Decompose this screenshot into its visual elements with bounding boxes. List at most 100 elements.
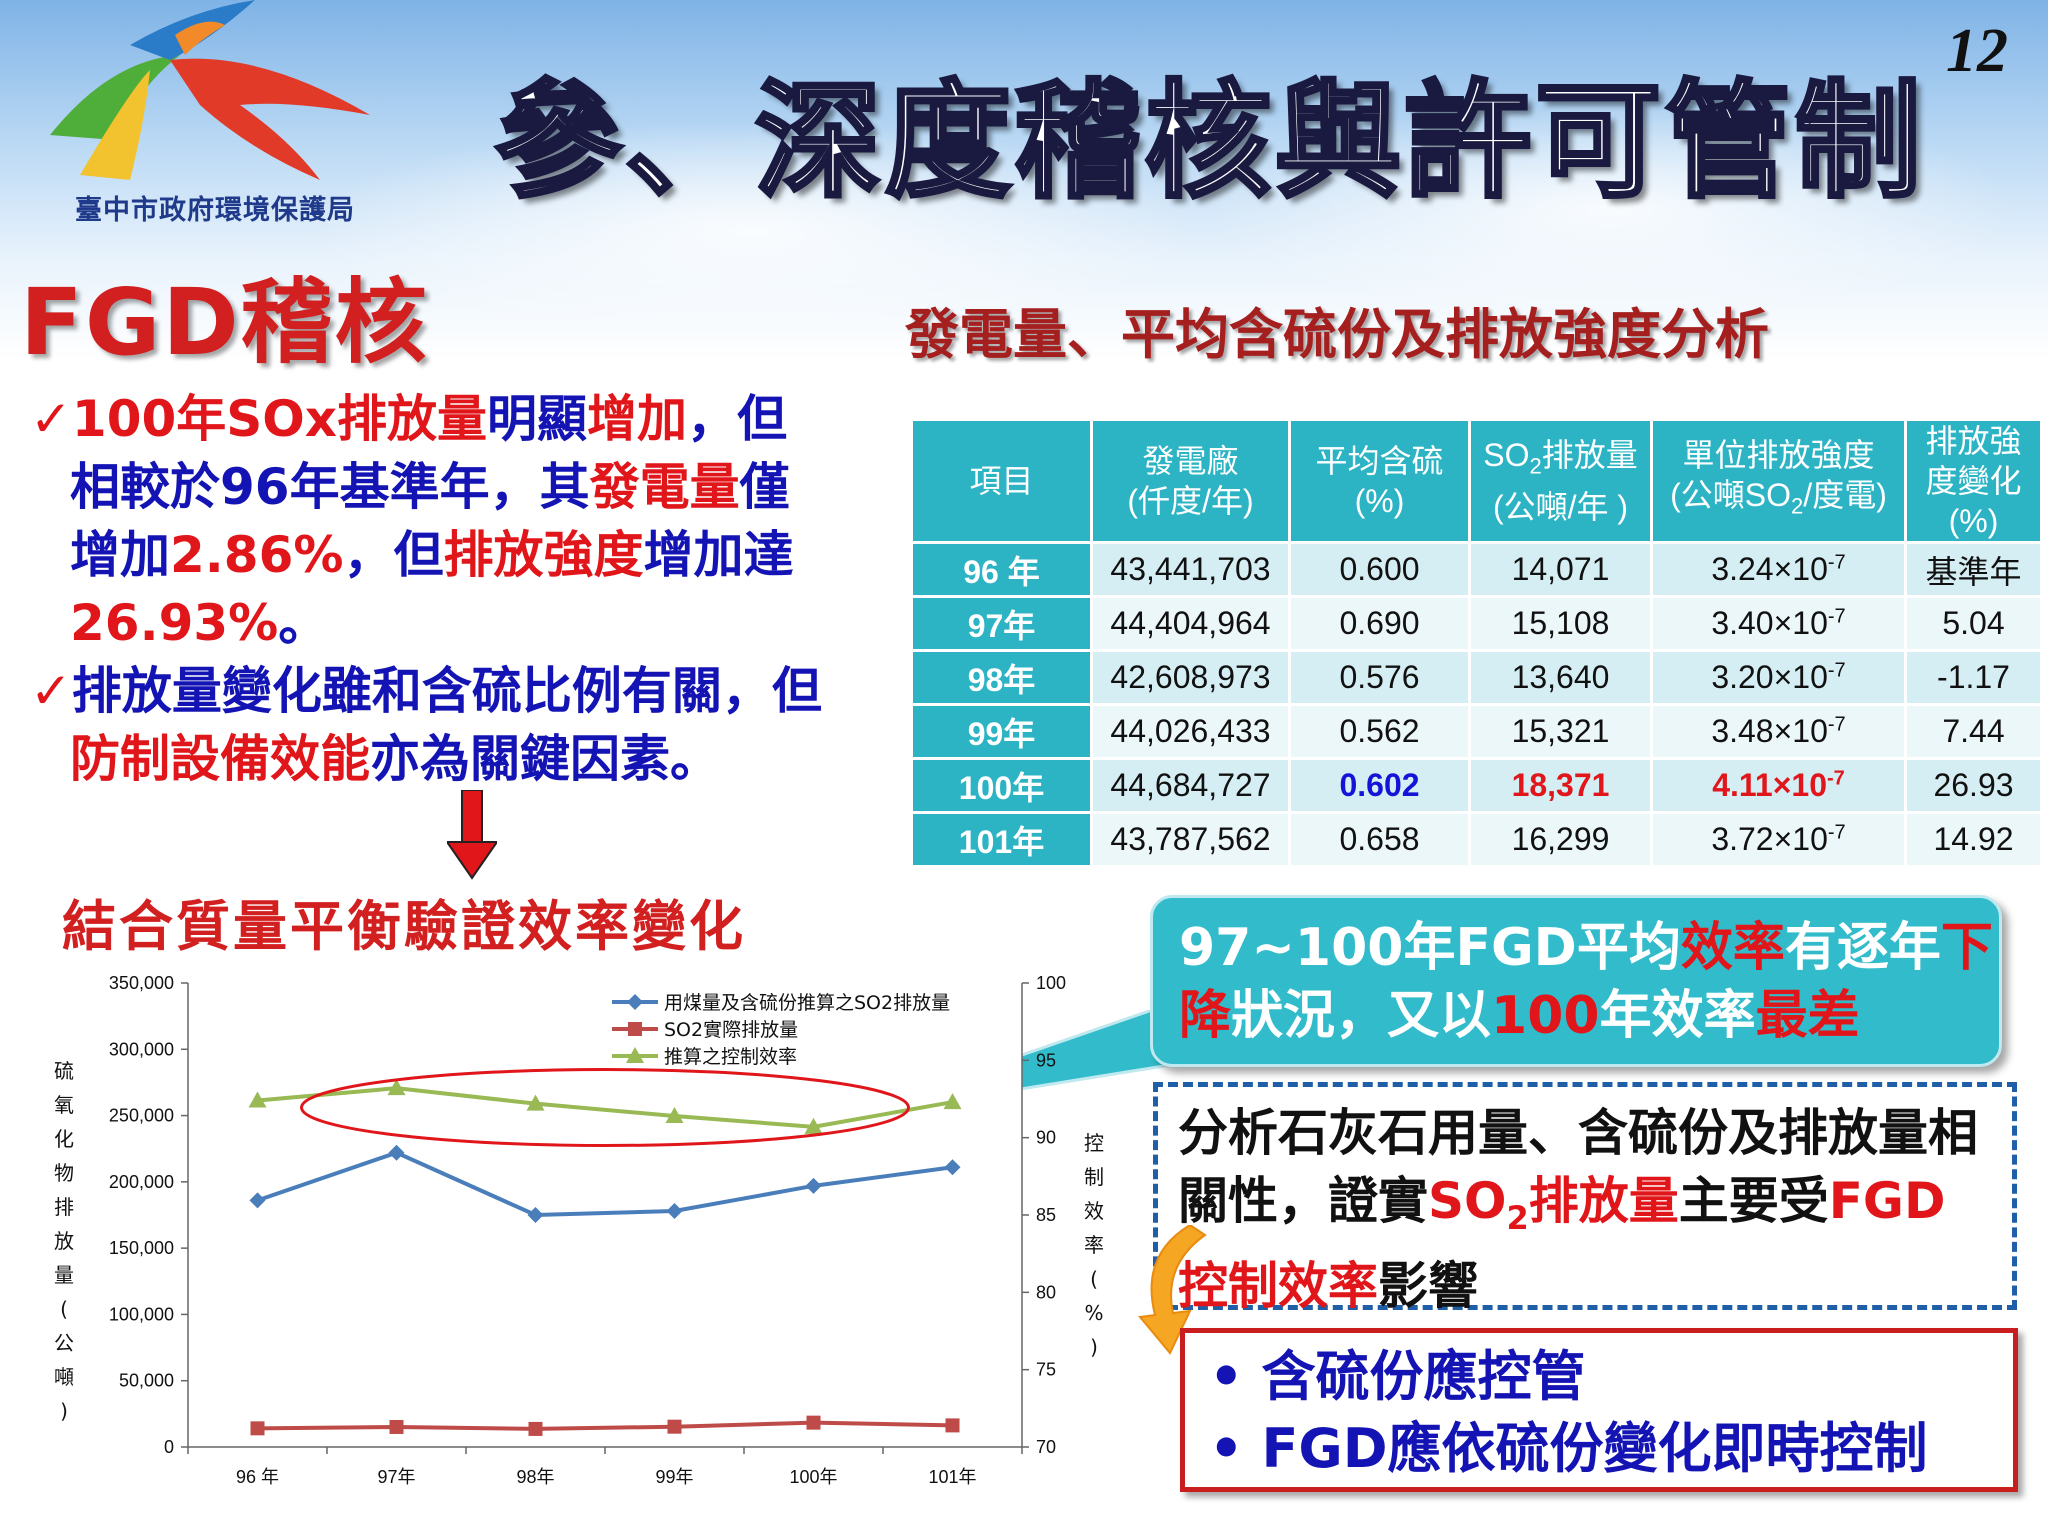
- header-item: 項目: [910, 418, 1093, 544]
- right-tick-label: 100: [1036, 973, 1066, 993]
- row-year: 97年: [910, 595, 1093, 652]
- conclusion-item: • 含硫份應控管: [1209, 1345, 1586, 1408]
- emission-table: 項目 發電廠 (仟度/年) 平均含硫 (%) SO2排放量 (公噸/年 ) 單位排放強…: [910, 418, 2043, 868]
- curved-arrow-icon: [1138, 1225, 1207, 1355]
- left-axis-label-char: 物: [54, 1161, 74, 1185]
- right-axis-label-char: 率: [1084, 1233, 1104, 1257]
- diamond-marker: [944, 1159, 961, 1176]
- diamond-marker: [388, 1144, 405, 1161]
- left-tick-label: 250,000: [109, 1106, 174, 1126]
- left-axis-label-char: 公: [54, 1331, 74, 1355]
- bullet-1-line-1: ✓100年SOx排放量明顯增加，但: [30, 385, 850, 453]
- chart-heading: 結合質量平衡驗證效率變化: [62, 895, 746, 958]
- table-row: 98年 42,608,973 0.576 13,640 3.20×10-7 -1…: [910, 649, 2043, 706]
- analysis-line-2: 關性，證實SO2排放量主要受FGD: [1178, 1172, 1946, 1237]
- x-tick-label: 97年: [377, 1467, 415, 1487]
- diamond-marker: [249, 1192, 266, 1209]
- row-sulfur: 0.658: [1288, 811, 1471, 868]
- row-year: 98年: [910, 649, 1093, 706]
- bullet-text: 100年SOx排放量: [71, 390, 488, 448]
- left-axis-label-char: 氧: [54, 1093, 74, 1117]
- bullet-text: 相較於96年基準年，其: [70, 458, 590, 516]
- table-row: 97年 44,404,964 0.690 15,108 3.40×10-7 5.…: [910, 595, 2043, 652]
- row-unit: 3.40×10-7: [1650, 595, 1907, 652]
- right-tick-label: 80: [1036, 1282, 1056, 1302]
- row-unit: 3.48×10-7: [1650, 703, 1907, 760]
- diamond-marker: [627, 994, 643, 1010]
- row-so2: 18,371: [1468, 757, 1653, 814]
- legend-label: 推算之控制效率: [664, 1046, 797, 1068]
- page-title: 參、深度稽核與許可管制: [493, 66, 1925, 217]
- bullet-list: ✓100年SOx排放量明顯增加，但 相較於96年基準年，其發電量僅 增加2.86…: [30, 385, 850, 793]
- right-tick-label: 90: [1036, 1128, 1056, 1148]
- right-tick-label: 85: [1036, 1205, 1056, 1225]
- left-tick-label: 150,000: [109, 1238, 174, 1258]
- row-sulfur: 0.602: [1288, 757, 1471, 814]
- table-row: 96 年 43,441,703 0.600 14,071 3.24×10-7 基…: [910, 541, 2043, 598]
- bullet-text: 發電量: [589, 458, 740, 516]
- triangle-marker: [526, 1094, 545, 1111]
- callout-line-1: 97~100年FGD平均效率有逐年下: [1179, 918, 1993, 978]
- bullet-2-line-2: 防制設備效能亦為關鍵因素。: [30, 725, 850, 793]
- table-row: 100年 44,684,727 0.602 18,371 4.11×10-7 2…: [910, 757, 2043, 814]
- so2-efficiency-chart: 0 50,000 100,000 150,000 200,000 250,000 300,0…: [54, 973, 1104, 1487]
- diamond-marker: [666, 1203, 683, 1220]
- left-tick-label: 0: [164, 1437, 174, 1457]
- row-change: 基準年: [1904, 541, 2043, 598]
- analysis-box: 分析石灰石用量、含硫份及排放量相 關性，證實SO2排放量主要受FGD 控制效率影…: [1153, 1082, 2017, 1315]
- left-axis-label-char: 硫: [54, 1059, 74, 1083]
- diamond-marker: [805, 1177, 822, 1194]
- table-row: 99年 44,026,433 0.562 15,321 3.48×10-7 7.…: [910, 703, 2043, 760]
- right-tick-label: 75: [1036, 1360, 1056, 1380]
- bullet-text: ，但: [343, 526, 444, 584]
- x-tick-label: 100年: [789, 1467, 837, 1487]
- bullet-text: 。: [278, 594, 329, 652]
- right-axis-label-char: 控: [1084, 1131, 1104, 1155]
- table-title: 發電量、平均含硫份及排放強度分析: [905, 303, 1769, 366]
- legend-label: SO2實際排放量: [664, 1019, 798, 1041]
- row-unit: 3.72×10-7: [1650, 811, 1907, 868]
- page-number: 12: [1946, 17, 2008, 85]
- left-axis-label-char: (: [60, 1297, 68, 1321]
- row-unit: 3.24×10-7: [1650, 541, 1907, 598]
- row-unit: 3.20×10-7: [1650, 649, 1907, 706]
- analysis-line-1: 分析石灰石用量、含硫份及排放量相: [1178, 1104, 1978, 1162]
- right-axis-label-char: 效: [1084, 1199, 1104, 1223]
- row-change: -1.17: [1904, 649, 2043, 706]
- left-tick-label: 200,000: [109, 1172, 174, 1192]
- header-so2: SO2排放量 (公噸/年 ): [1468, 418, 1653, 544]
- left-axis-label-char: ): [60, 1399, 68, 1423]
- highlight-ellipse: [300, 1068, 910, 1148]
- row-so2: 16,299: [1468, 811, 1653, 868]
- check-icon: ✓: [30, 390, 72, 448]
- x-tick-label: 96 年: [236, 1467, 279, 1487]
- bullet-text: 防制設備效能: [70, 730, 370, 788]
- check-icon: ✓: [30, 662, 72, 720]
- row-unit: 4.11×10-7: [1650, 757, 1907, 814]
- row-sulfur: 0.600: [1288, 541, 1471, 598]
- row-sulfur: 0.690: [1288, 595, 1471, 652]
- row-year: 99年: [910, 703, 1093, 760]
- conclusion-box: • 含硫份應控管 • FGD應依硫份變化即時控制: [1180, 1328, 2018, 1492]
- row-sulfur: 0.562: [1288, 703, 1471, 760]
- row-plant: 44,404,964: [1090, 595, 1291, 652]
- row-plant: 43,441,703: [1090, 541, 1291, 598]
- table-header-row: 項目 發電廠 (仟度/年) 平均含硫 (%) SO2排放量 (公噸/年 ) 單位排放強…: [910, 418, 2043, 544]
- bullet-text: 排放量變化雖和含硫比例有關，但: [71, 662, 822, 720]
- row-plant: 44,026,433: [1090, 703, 1291, 760]
- square-marker: [667, 1419, 682, 1434]
- bullet-text: 明顯: [487, 390, 588, 448]
- left-axis-label-char: 噸: [54, 1365, 74, 1389]
- right-axis-label-char: 制: [1084, 1165, 1104, 1189]
- triangle-marker: [665, 1107, 684, 1124]
- triangle-marker: [248, 1091, 267, 1108]
- series-line: [256, 1150, 953, 1218]
- bullet-1-line-3: 增加2.86%，但排放強度增加達: [30, 521, 850, 589]
- bullet-1-line-2: 相較於96年基準年，其發電量僅: [30, 453, 850, 521]
- right-axis-label-char: (: [1090, 1267, 1098, 1291]
- row-change: 5.04: [1904, 595, 2043, 652]
- row-year: 101年: [910, 811, 1093, 868]
- bullet-1-line-4: 26.93%。: [30, 589, 850, 657]
- row-change: 7.44: [1904, 703, 2043, 760]
- down-arrow-icon: [447, 790, 497, 880]
